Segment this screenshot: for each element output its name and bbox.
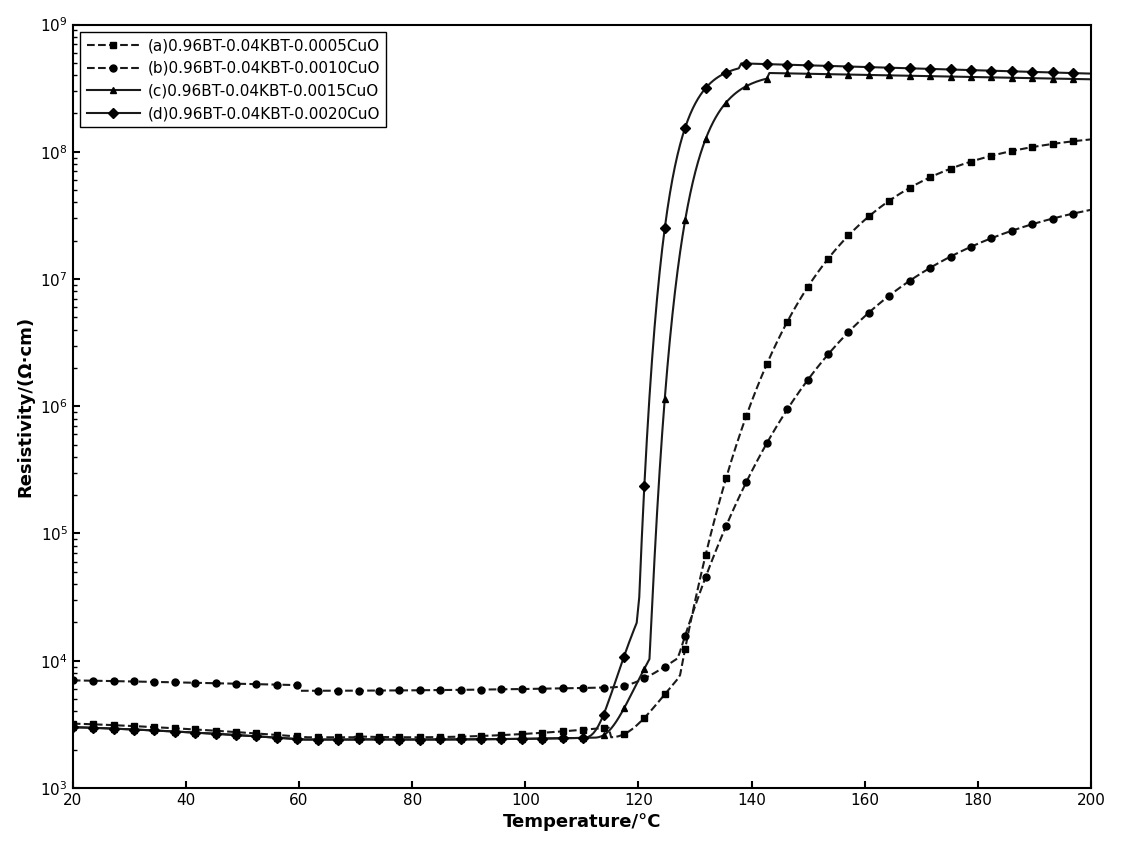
X-axis label: Temperature/°C: Temperature/°C xyxy=(503,813,661,831)
(a)0.96BT-0.04KBT-0.0005CuO xyxy=(471,731,485,741)
(d)0.96BT-0.04KBT-0.0020CuO xyxy=(806,60,819,70)
(c)0.96BT-0.04KBT-0.0015CuO xyxy=(471,734,485,745)
(b)0.96BT-0.04KBT-0.0010CuO xyxy=(66,675,80,685)
(b)0.96BT-0.04KBT-0.0010CuO xyxy=(401,685,414,695)
(c)0.96BT-0.04KBT-0.0015CuO xyxy=(1084,75,1097,85)
(c)0.96BT-0.04KBT-0.0015CuO xyxy=(811,69,825,79)
(b)0.96BT-0.04KBT-0.0010CuO xyxy=(471,684,485,695)
(a)0.96BT-0.04KBT-0.0005CuO xyxy=(803,278,817,288)
(a)0.96BT-0.04KBT-0.0005CuO xyxy=(401,732,414,742)
(d)0.96BT-0.04KBT-0.0020CuO xyxy=(66,722,80,733)
(a)0.96BT-0.04KBT-0.0005CuO xyxy=(809,271,822,281)
(d)0.96BT-0.04KBT-0.0020CuO xyxy=(811,60,825,70)
(a)0.96BT-0.04KBT-0.0005CuO xyxy=(188,724,202,734)
(d)0.96BT-0.04KBT-0.0020CuO xyxy=(709,74,723,84)
(d)0.96BT-0.04KBT-0.0020CuO xyxy=(188,728,202,738)
(c)0.96BT-0.04KBT-0.0015CuO xyxy=(66,722,80,733)
Y-axis label: Resistivity/(Ω·cm): Resistivity/(Ω·cm) xyxy=(17,315,35,497)
(d)0.96BT-0.04KBT-0.0020CuO xyxy=(471,734,485,745)
(c)0.96BT-0.04KBT-0.0015CuO xyxy=(188,728,202,738)
(b)0.96BT-0.04KBT-0.0010CuO xyxy=(809,365,822,375)
(a)0.96BT-0.04KBT-0.0005CuO xyxy=(709,510,723,520)
(c)0.96BT-0.04KBT-0.0015CuO xyxy=(763,68,776,78)
Line: (c)0.96BT-0.04KBT-0.0015CuO: (c)0.96BT-0.04KBT-0.0015CuO xyxy=(70,70,1094,743)
Line: (d)0.96BT-0.04KBT-0.0020CuO: (d)0.96BT-0.04KBT-0.0020CuO xyxy=(70,60,1094,743)
(b)0.96BT-0.04KBT-0.0010CuO xyxy=(1084,204,1097,215)
(a)0.96BT-0.04KBT-0.0005CuO xyxy=(303,732,316,742)
(b)0.96BT-0.04KBT-0.0010CuO xyxy=(709,546,723,556)
(c)0.96BT-0.04KBT-0.0015CuO xyxy=(401,734,414,745)
(b)0.96BT-0.04KBT-0.0010CuO xyxy=(188,678,202,688)
(b)0.96BT-0.04KBT-0.0010CuO xyxy=(293,686,306,696)
Line: (a)0.96BT-0.04KBT-0.0005CuO: (a)0.96BT-0.04KBT-0.0005CuO xyxy=(70,136,1094,741)
(a)0.96BT-0.04KBT-0.0005CuO xyxy=(66,718,80,728)
(c)0.96BT-0.04KBT-0.0015CuO xyxy=(709,112,723,122)
(d)0.96BT-0.04KBT-0.0020CuO xyxy=(735,59,748,69)
(c)0.96BT-0.04KBT-0.0015CuO xyxy=(298,734,312,745)
(d)0.96BT-0.04KBT-0.0020CuO xyxy=(401,734,414,745)
(d)0.96BT-0.04KBT-0.0020CuO xyxy=(1084,69,1097,79)
(c)0.96BT-0.04KBT-0.0015CuO xyxy=(806,69,819,79)
Line: (b)0.96BT-0.04KBT-0.0010CuO: (b)0.96BT-0.04KBT-0.0010CuO xyxy=(70,206,1094,695)
(b)0.96BT-0.04KBT-0.0010CuO xyxy=(803,371,817,382)
(a)0.96BT-0.04KBT-0.0005CuO xyxy=(1084,134,1097,144)
Legend: (a)0.96BT-0.04KBT-0.0005CuO, (b)0.96BT-0.04KBT-0.0010CuO, (c)0.96BT-0.04KBT-0.00: (a)0.96BT-0.04KBT-0.0005CuO, (b)0.96BT-0… xyxy=(81,32,386,127)
(d)0.96BT-0.04KBT-0.0020CuO xyxy=(298,734,312,745)
